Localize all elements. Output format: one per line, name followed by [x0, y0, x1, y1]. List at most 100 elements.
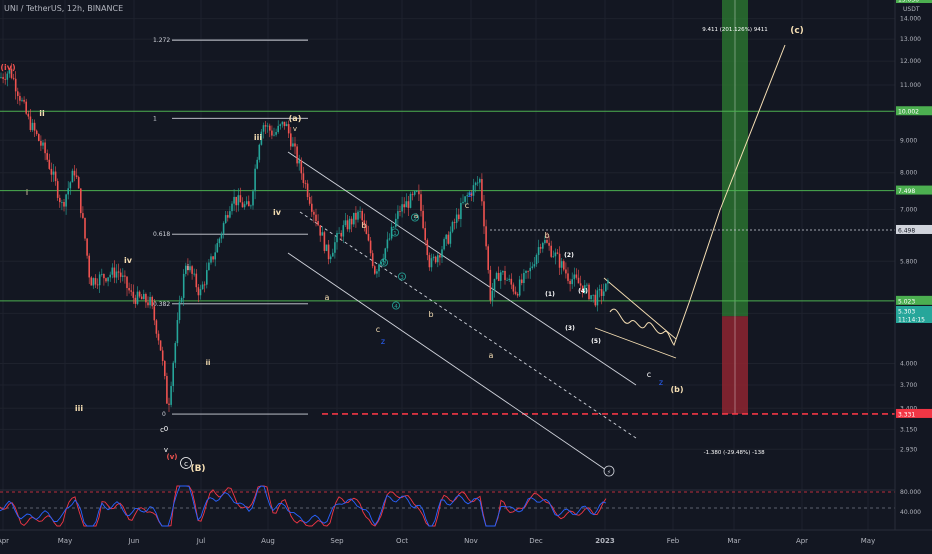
candle-body — [248, 201, 250, 207]
wave-label: ii — [206, 359, 211, 367]
candle-body — [170, 386, 172, 405]
candle-body — [447, 234, 450, 244]
candle-body — [21, 99, 23, 101]
candle-body — [361, 211, 363, 221]
candle-body — [579, 283, 582, 286]
candle-body — [306, 183, 309, 198]
candle-body — [401, 204, 403, 212]
candle-body — [159, 340, 162, 351]
candle-body — [302, 173, 305, 183]
x-tick-label: Apr — [0, 537, 9, 545]
candle-body — [290, 133, 292, 147]
wave-label: a — [414, 211, 419, 220]
candle-body — [462, 201, 464, 203]
wave-circle — [180, 457, 192, 469]
wave-label: iii — [75, 404, 83, 413]
target-label: 9.411 (201.126%) 9411 — [702, 27, 768, 33]
y-tick-label: 4.000 — [900, 361, 917, 368]
x-tick-label: Nov — [464, 537, 478, 545]
candle-body — [504, 271, 506, 281]
candle-body — [348, 218, 351, 230]
candle-body — [537, 247, 540, 255]
y-tick-label: 12.000 — [900, 58, 921, 65]
candle-body — [80, 188, 82, 214]
candle-body — [178, 302, 181, 321]
wave-label: (c) — [790, 26, 804, 36]
candle-body — [151, 296, 153, 307]
candle-body — [588, 284, 590, 300]
candle-body — [479, 179, 481, 183]
candle-body — [38, 134, 40, 141]
price-badge — [896, 224, 932, 234]
candle-body — [357, 211, 359, 220]
candle-body — [113, 267, 116, 278]
candle-body — [75, 175, 78, 178]
candle-body — [523, 272, 525, 284]
wave-label: b — [428, 310, 433, 319]
candle-body — [128, 288, 130, 291]
candle-body — [132, 291, 135, 298]
candle-body — [392, 226, 395, 228]
candle-body — [512, 284, 515, 292]
candle-body — [411, 193, 414, 195]
x-tick-label: Oct — [396, 537, 408, 545]
wave-circle — [379, 258, 388, 267]
rsi-signal-line — [0, 485, 607, 527]
candle-body — [52, 171, 55, 175]
candle-body — [218, 238, 221, 244]
candle-body — [172, 362, 174, 387]
rsi-tick-label: 80.000 — [900, 489, 921, 496]
candle-body — [31, 122, 34, 130]
price-badge — [896, 0, 932, 4]
candle-body — [35, 130, 38, 135]
x-tick-label: Aug — [261, 537, 275, 545]
candle-body — [69, 182, 72, 189]
candle-body — [84, 217, 86, 239]
candle-body — [73, 170, 76, 176]
candle-body — [176, 320, 179, 344]
wedge-line — [594, 327, 677, 359]
candle-body — [558, 253, 561, 268]
candle-body — [548, 242, 550, 246]
wave-label: b — [361, 221, 366, 230]
wave-label: 1 — [393, 231, 397, 237]
candle-body — [598, 289, 601, 291]
candle-body — [23, 99, 25, 102]
candle-body — [294, 143, 296, 147]
wave-label: c — [376, 325, 380, 334]
candle-body — [367, 233, 370, 241]
candle-body — [119, 272, 122, 277]
price-badge-label: 10.002 — [898, 109, 919, 116]
x-tick-label: May — [58, 537, 72, 545]
candle-body — [14, 78, 17, 92]
candle-body — [19, 95, 21, 101]
candle-body — [61, 201, 63, 203]
candle-body — [388, 238, 391, 240]
price-badge-label: 3.331 — [898, 411, 915, 418]
candle-body — [529, 267, 531, 272]
y-tick-label: 8.000 — [900, 170, 917, 177]
candle-body — [157, 333, 160, 341]
candle-body — [531, 266, 534, 268]
candle-body — [17, 91, 19, 96]
candle-body — [145, 293, 147, 303]
candle-body — [258, 144, 261, 160]
wave-circle — [390, 228, 399, 237]
candle-body — [124, 275, 126, 277]
y-tick-label: 11.000 — [900, 82, 921, 89]
wave-label: iv — [124, 256, 133, 265]
candle-body — [44, 142, 46, 154]
candle-body — [443, 239, 445, 250]
x-tick-label: Sep — [330, 537, 344, 545]
candle-body — [329, 256, 332, 260]
candle-body — [56, 181, 59, 198]
candle-body — [50, 168, 53, 175]
candle-body — [224, 215, 227, 224]
candle-body — [602, 291, 605, 296]
candle-body — [489, 269, 492, 301]
candle-body — [453, 222, 456, 223]
symbol-title[interactable]: UNI / TetherUS, 12h, BINANCE — [4, 4, 124, 13]
